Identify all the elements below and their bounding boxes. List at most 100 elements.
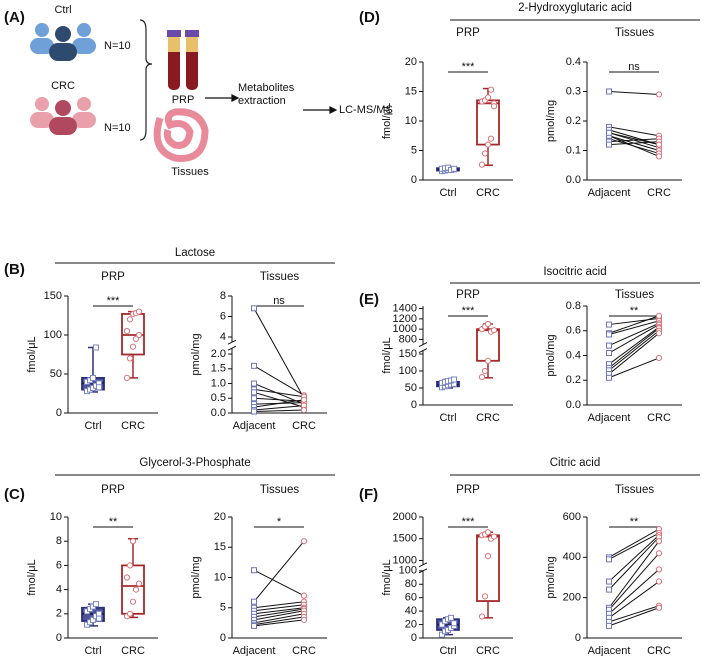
- y-tick-label: 200: [563, 592, 581, 604]
- x-tick-label: CRC: [121, 420, 145, 432]
- point: [129, 538, 137, 545]
- pair-line: [608, 322, 660, 347]
- point: [96, 610, 102, 617]
- y-tick-label: 0: [411, 632, 417, 644]
- point: [484, 553, 492, 560]
- point: [606, 350, 612, 357]
- y-tick-label: 10: [214, 571, 226, 583]
- point: [487, 86, 495, 93]
- point: [490, 103, 498, 110]
- y-tick-label: 1200: [393, 313, 417, 325]
- pair-line: [253, 308, 305, 399]
- point: [655, 566, 663, 573]
- y-tick-label: 0.1: [566, 144, 581, 156]
- point: [478, 613, 486, 620]
- point: [606, 622, 612, 629]
- pair-line: [608, 534, 660, 582]
- point: [478, 161, 486, 168]
- y-tick-label: 0.4: [566, 56, 581, 68]
- group-name: CRC: [51, 80, 75, 92]
- point: [126, 610, 134, 617]
- pair-line: [253, 405, 305, 411]
- point: [90, 374, 96, 381]
- pair-line: [253, 540, 305, 603]
- pair-line: [608, 532, 660, 560]
- point: [481, 367, 489, 375]
- step-name: LC-MS/MS: [339, 104, 393, 116]
- y-tick-label: 40: [405, 605, 417, 617]
- pair-line: [608, 552, 660, 611]
- point: [132, 586, 140, 593]
- group-name: Ctrl: [54, 4, 71, 16]
- y-axis-label: pmol/mg: [545, 100, 557, 142]
- x-tick-label: Adjacent: [588, 645, 631, 656]
- x-tick-label: CRC: [476, 412, 500, 424]
- sig-label: ***: [462, 305, 476, 317]
- point: [484, 94, 492, 101]
- point: [135, 580, 143, 587]
- y-axis-label: fmol/μL: [381, 559, 393, 595]
- y-tick-label: 0: [411, 399, 417, 411]
- y-axis-label: pmol/mg: [545, 556, 557, 598]
- sig-label: ns: [628, 61, 640, 73]
- y-tick-label: 15: [214, 541, 226, 553]
- x-tick-label: CRC: [476, 645, 500, 656]
- panel-label: (A): [4, 9, 25, 26]
- box: [476, 534, 500, 602]
- sample-name: PRP: [172, 94, 195, 106]
- point: [135, 308, 143, 315]
- y-tick-label: 1.5: [211, 363, 226, 375]
- subplot-title: PRP: [456, 484, 480, 496]
- y-tick-label: 2000: [393, 511, 417, 523]
- point: [606, 129, 612, 136]
- pair-line: [253, 608, 305, 618]
- y-tick-label: 600: [563, 511, 581, 523]
- sig-label: **: [109, 516, 118, 528]
- point: [251, 395, 257, 402]
- y-tick-label: 0.0: [566, 174, 581, 186]
- point: [606, 88, 612, 95]
- subplot-title: Tissues: [260, 271, 299, 283]
- y-tick-label: 60: [405, 592, 417, 604]
- pair-line: [253, 610, 305, 621]
- point: [126, 316, 134, 323]
- point: [251, 598, 257, 605]
- pair-line: [608, 135, 660, 157]
- axis-break: [227, 345, 237, 351]
- point: [96, 615, 102, 622]
- point: [96, 384, 102, 391]
- point: [126, 562, 134, 569]
- point: [481, 593, 489, 600]
- x-tick-label: CRC: [292, 645, 316, 656]
- pair-line: [608, 330, 660, 371]
- point: [606, 331, 612, 338]
- point: [126, 355, 134, 362]
- x-tick-label: Adjacent: [233, 420, 276, 432]
- x-tick-label: CRC: [121, 645, 145, 656]
- point: [484, 320, 492, 328]
- y-tick-label: 8: [56, 535, 62, 547]
- y-tick-label: 0: [56, 632, 62, 644]
- panel-label: (F): [359, 486, 378, 503]
- point: [655, 538, 663, 545]
- pair-line: [253, 604, 305, 612]
- panel-label: (E): [359, 291, 379, 308]
- point: [129, 598, 137, 605]
- pair-line: [253, 607, 305, 615]
- sig-label: ***: [107, 295, 121, 307]
- x-tick-label: CRC: [647, 412, 671, 424]
- panel-title: Citric acid: [550, 457, 600, 469]
- sig-label: **: [630, 516, 639, 528]
- pair-line: [253, 601, 305, 609]
- step-name: Metabolites extraction: [238, 82, 295, 107]
- pair-line: [253, 613, 305, 624]
- crc-icon: [30, 97, 96, 135]
- pair-line: [608, 357, 660, 379]
- pair-line: [253, 616, 305, 626]
- y-tick-label: 4: [220, 331, 226, 343]
- point: [251, 305, 257, 312]
- y-tick-label: 1000: [393, 554, 417, 566]
- y-tick-label: 0.8: [566, 300, 581, 312]
- point: [135, 331, 143, 339]
